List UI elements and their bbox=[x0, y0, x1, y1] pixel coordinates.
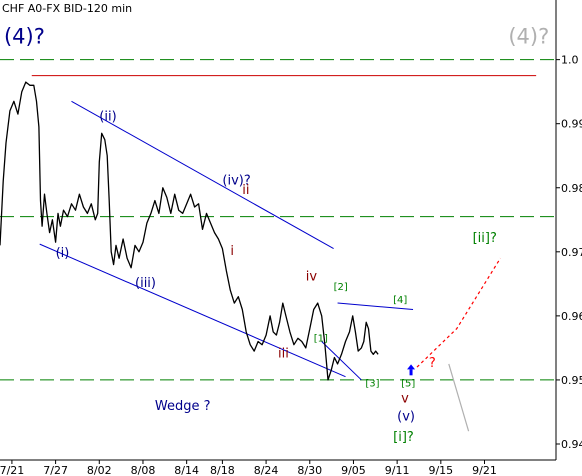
markers bbox=[407, 364, 416, 376]
trend-line-3 bbox=[321, 341, 362, 381]
x-tick-label-2: 8/02 bbox=[87, 464, 112, 476]
annotation-label-5: (i) bbox=[56, 246, 70, 261]
reference-lines bbox=[0, 59, 556, 381]
trend-line-2 bbox=[337, 302, 414, 310]
x-tick-label-3: 8/08 bbox=[131, 464, 156, 476]
annotation-label-3: (iv)? bbox=[222, 174, 250, 189]
annotation-label-15: ? bbox=[429, 356, 436, 371]
x-tick-label-9: 9/11 bbox=[385, 464, 410, 476]
x-tick-label-8: 9/05 bbox=[341, 464, 366, 476]
annotation-label-13: [3] bbox=[365, 378, 379, 389]
arrow-up-icon bbox=[407, 364, 416, 376]
annotation-label-4: ii bbox=[242, 183, 249, 198]
x-tick-label-11: 9/21 bbox=[472, 464, 497, 476]
x-tick-label-4: 8/14 bbox=[174, 464, 199, 476]
y-tick-label-5: 0.95 bbox=[561, 374, 582, 387]
annotation-label-20: Wedge ? bbox=[155, 399, 211, 414]
y-tick-label-6: 0.94 bbox=[561, 438, 582, 451]
projection-lines bbox=[416, 257, 501, 432]
x-tick-label-10: 9/15 bbox=[428, 464, 453, 476]
annotation-label-17: (v) bbox=[397, 409, 415, 424]
annotation-label-2: (ii) bbox=[99, 109, 116, 124]
trend-lines bbox=[39, 100, 414, 381]
projection-line-0 bbox=[416, 257, 501, 368]
y-tick-label-3: 0.97 bbox=[561, 246, 582, 259]
annotation-label-14: [5] bbox=[401, 378, 415, 389]
price-line-0 bbox=[0, 81, 379, 381]
price-series bbox=[0, 81, 379, 381]
annotation-label-11: [1] bbox=[314, 333, 328, 344]
x-tick-label-7: 8/30 bbox=[297, 464, 322, 476]
annotation-label-1: (4)? bbox=[508, 25, 549, 49]
trend-line-0 bbox=[71, 100, 334, 250]
x-tick-label-0: 7/21 bbox=[0, 464, 24, 476]
annotation-label-9: [2] bbox=[334, 282, 348, 293]
wave-annotations: (4)? (4)? (ii) (iv)?ii (i) i (iii) iv [2] [4] [1] i… bbox=[4, 25, 549, 445]
y-tick-label-4: 0.96 bbox=[561, 310, 582, 323]
annotation-label-18: [i]? bbox=[393, 430, 414, 445]
x-tick-label-5: 8/18 bbox=[210, 464, 235, 476]
projection-line-1 bbox=[448, 363, 470, 432]
y-tick-label-2: 0.98 bbox=[561, 182, 582, 195]
annotation-label-10: [4] bbox=[393, 295, 407, 306]
y-tick-label-0: 1.0 bbox=[561, 54, 579, 67]
annotation-label-0: (4)? bbox=[4, 25, 45, 49]
arrow-head bbox=[407, 364, 416, 370]
chart-title: CHF A0-FX BID-120 min bbox=[2, 2, 132, 15]
annotation-label-19: [ii]? bbox=[473, 231, 497, 246]
x-tick-label-6: 8/24 bbox=[254, 464, 279, 476]
annotation-label-7: (iii) bbox=[135, 276, 156, 291]
arrow-stem bbox=[409, 369, 413, 376]
annotation-label-12: iii bbox=[278, 347, 289, 362]
annotation-label-8: iv bbox=[306, 270, 318, 285]
annotation-label-6: i bbox=[230, 244, 234, 259]
annotation-label-16: v bbox=[401, 391, 409, 406]
y-tick-label-1: 0.99 bbox=[561, 118, 582, 131]
x-tick-label-1: 7/27 bbox=[43, 464, 68, 476]
trend-line-1 bbox=[39, 243, 346, 378]
